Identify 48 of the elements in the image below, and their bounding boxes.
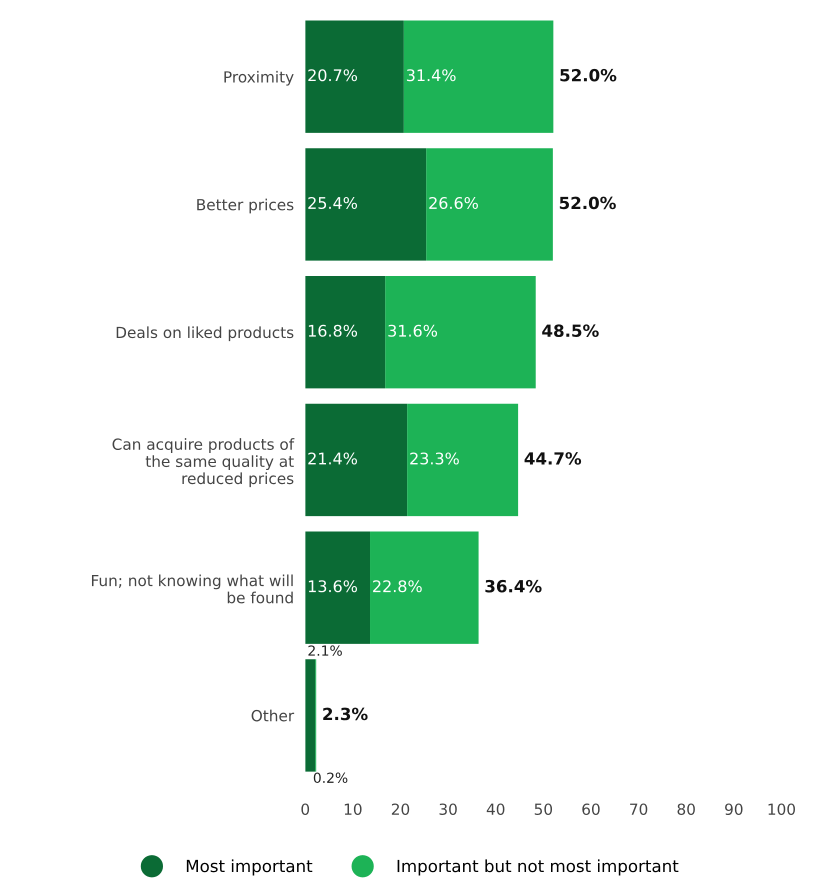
x-tick-label: 70 xyxy=(630,803,648,816)
data-label: 21.4% xyxy=(308,452,358,465)
x-tick-label: 90 xyxy=(725,803,743,816)
data-label: 22.8% xyxy=(373,580,422,592)
y-tick-label: Deals on liked products xyxy=(116,326,294,342)
y-tick-label: Can acquire products of the same quality at reduced prices xyxy=(112,438,294,488)
bar xyxy=(407,404,518,516)
total-label: 52.0% xyxy=(560,68,616,82)
total-label: 36.4% xyxy=(485,580,542,593)
total-label: 2.3% xyxy=(323,708,368,720)
x-tick-label: 80 xyxy=(678,803,695,816)
x-tick-label: 40 xyxy=(486,803,504,816)
total-label: 44.7% xyxy=(524,452,582,465)
x-tick-label: 0 xyxy=(301,803,310,816)
bar xyxy=(305,659,316,772)
data-label: 2.1% xyxy=(308,645,342,656)
data-label: 26.6% xyxy=(429,196,478,210)
x-tick-label: 10 xyxy=(344,803,362,816)
data-label: 13.6% xyxy=(308,580,358,592)
data-label: 31.4% xyxy=(406,69,456,82)
total-label: 48.5% xyxy=(542,324,599,337)
legend-label: Important but not most important xyxy=(398,859,678,876)
y-tick-label: Other xyxy=(252,710,294,722)
bar xyxy=(385,276,536,388)
y-tick-label: Proximity xyxy=(224,70,294,86)
bar xyxy=(305,404,408,516)
bar xyxy=(305,148,426,261)
x-tick-label: 30 xyxy=(440,803,457,816)
legend-label: Most important xyxy=(186,859,312,876)
data-label: 31.6% xyxy=(388,324,438,337)
data-label: 16.8% xyxy=(308,324,358,337)
bar xyxy=(404,20,554,133)
data-label: 23.3% xyxy=(410,452,459,465)
bar xyxy=(305,20,404,133)
x-tick-label: 20 xyxy=(392,803,410,816)
bar xyxy=(305,531,370,644)
total-label: 52.0% xyxy=(560,196,616,210)
y-tick-label: Fun; not knowing what will be found xyxy=(92,574,293,604)
bar xyxy=(305,276,386,388)
data-label: 0.2% xyxy=(314,772,348,784)
x-tick-label: 100 xyxy=(768,803,796,816)
x-tick-label: 60 xyxy=(582,803,600,816)
data-label: 25.4% xyxy=(308,196,358,210)
x-tick-label: 50 xyxy=(534,803,552,816)
bar xyxy=(426,148,553,261)
bar xyxy=(370,531,479,644)
data-label: 20.7% xyxy=(308,69,358,82)
y-tick-label: Better prices xyxy=(197,198,294,214)
